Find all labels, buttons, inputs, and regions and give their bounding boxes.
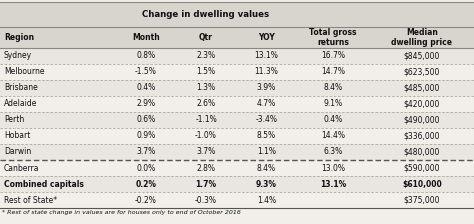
Text: Hobart: Hobart bbox=[4, 131, 30, 140]
Text: 3.9%: 3.9% bbox=[257, 83, 276, 92]
Text: 2.8%: 2.8% bbox=[197, 164, 216, 172]
Text: 16.7%: 16.7% bbox=[321, 51, 345, 60]
Text: 3.7%: 3.7% bbox=[136, 147, 155, 157]
Text: 1.3%: 1.3% bbox=[196, 83, 216, 92]
Text: $845,000: $845,000 bbox=[404, 51, 440, 60]
Bar bbox=[0, 64, 474, 80]
Text: $336,000: $336,000 bbox=[404, 131, 440, 140]
Text: -1.5%: -1.5% bbox=[135, 67, 156, 76]
Text: 1.5%: 1.5% bbox=[196, 67, 216, 76]
Text: Brisbane: Brisbane bbox=[4, 83, 37, 92]
Text: -0.2%: -0.2% bbox=[135, 196, 156, 205]
Bar bbox=[0, 144, 474, 160]
Text: $610,000: $610,000 bbox=[402, 179, 442, 189]
Text: Total gross
returns: Total gross returns bbox=[310, 28, 357, 47]
Text: 0.9%: 0.9% bbox=[136, 131, 155, 140]
Text: 13.1%: 13.1% bbox=[320, 179, 346, 189]
Text: 2.6%: 2.6% bbox=[196, 99, 216, 108]
Bar bbox=[0, 48, 474, 64]
Text: 8.4%: 8.4% bbox=[257, 164, 276, 172]
Text: Canberra: Canberra bbox=[4, 164, 39, 172]
Text: 0.2%: 0.2% bbox=[135, 179, 156, 189]
Text: YOY: YOY bbox=[258, 33, 274, 42]
Text: Region: Region bbox=[4, 33, 34, 42]
Bar bbox=[0, 96, 474, 112]
Text: Qtr: Qtr bbox=[199, 33, 213, 42]
Text: 8.5%: 8.5% bbox=[257, 131, 276, 140]
Text: 6.3%: 6.3% bbox=[323, 147, 343, 157]
Text: Combined capitals: Combined capitals bbox=[4, 179, 84, 189]
Text: 4.7%: 4.7% bbox=[257, 99, 276, 108]
Text: Melbourne: Melbourne bbox=[4, 67, 44, 76]
Bar bbox=[0, 176, 474, 192]
Text: 0.6%: 0.6% bbox=[136, 115, 155, 124]
Text: * Rest of state change in values are for houses only to end of October 2016: * Rest of state change in values are for… bbox=[2, 210, 241, 215]
Bar bbox=[0, 80, 474, 96]
Text: 1.7%: 1.7% bbox=[195, 179, 217, 189]
Text: Adelaide: Adelaide bbox=[4, 99, 37, 108]
Text: 0.0%: 0.0% bbox=[136, 164, 155, 172]
Text: $623,500: $623,500 bbox=[404, 67, 440, 76]
Text: 11.3%: 11.3% bbox=[255, 67, 278, 76]
Text: 1.1%: 1.1% bbox=[257, 147, 276, 157]
Text: 13.0%: 13.0% bbox=[321, 164, 345, 172]
Bar bbox=[0, 128, 474, 144]
Text: -3.4%: -3.4% bbox=[255, 115, 277, 124]
Text: 9.3%: 9.3% bbox=[256, 179, 277, 189]
Text: 1.4%: 1.4% bbox=[257, 196, 276, 205]
Bar bbox=[0, 26, 474, 48]
Text: $480,000: $480,000 bbox=[404, 147, 440, 157]
Text: $590,000: $590,000 bbox=[404, 164, 440, 172]
Text: $420,000: $420,000 bbox=[404, 99, 440, 108]
Text: -1.1%: -1.1% bbox=[195, 115, 217, 124]
Text: -0.3%: -0.3% bbox=[195, 196, 217, 205]
Text: Median
dwelling price: Median dwelling price bbox=[392, 28, 452, 47]
Text: $490,000: $490,000 bbox=[404, 115, 440, 124]
Text: 9.1%: 9.1% bbox=[324, 99, 343, 108]
Text: $375,000: $375,000 bbox=[404, 196, 440, 205]
Text: $485,000: $485,000 bbox=[404, 83, 440, 92]
Text: Sydney: Sydney bbox=[4, 51, 32, 60]
Text: Change in dwelling values: Change in dwelling values bbox=[143, 10, 270, 19]
Text: 0.4%: 0.4% bbox=[323, 115, 343, 124]
Text: 0.4%: 0.4% bbox=[136, 83, 155, 92]
Text: Month: Month bbox=[132, 33, 160, 42]
Text: 2.3%: 2.3% bbox=[196, 51, 216, 60]
Text: 13.1%: 13.1% bbox=[255, 51, 278, 60]
Text: 3.7%: 3.7% bbox=[196, 147, 216, 157]
Text: Darwin: Darwin bbox=[4, 147, 31, 157]
Text: Rest of State*: Rest of State* bbox=[4, 196, 57, 205]
Text: Perth: Perth bbox=[4, 115, 24, 124]
Text: 14.7%: 14.7% bbox=[321, 67, 345, 76]
Bar bbox=[0, 112, 474, 128]
Text: 0.8%: 0.8% bbox=[136, 51, 155, 60]
Bar bbox=[0, 2, 474, 26]
Text: -1.0%: -1.0% bbox=[195, 131, 217, 140]
Bar bbox=[0, 160, 474, 176]
Bar bbox=[0, 192, 474, 208]
Text: 8.4%: 8.4% bbox=[324, 83, 343, 92]
Text: 14.4%: 14.4% bbox=[321, 131, 345, 140]
Text: 2.9%: 2.9% bbox=[136, 99, 155, 108]
